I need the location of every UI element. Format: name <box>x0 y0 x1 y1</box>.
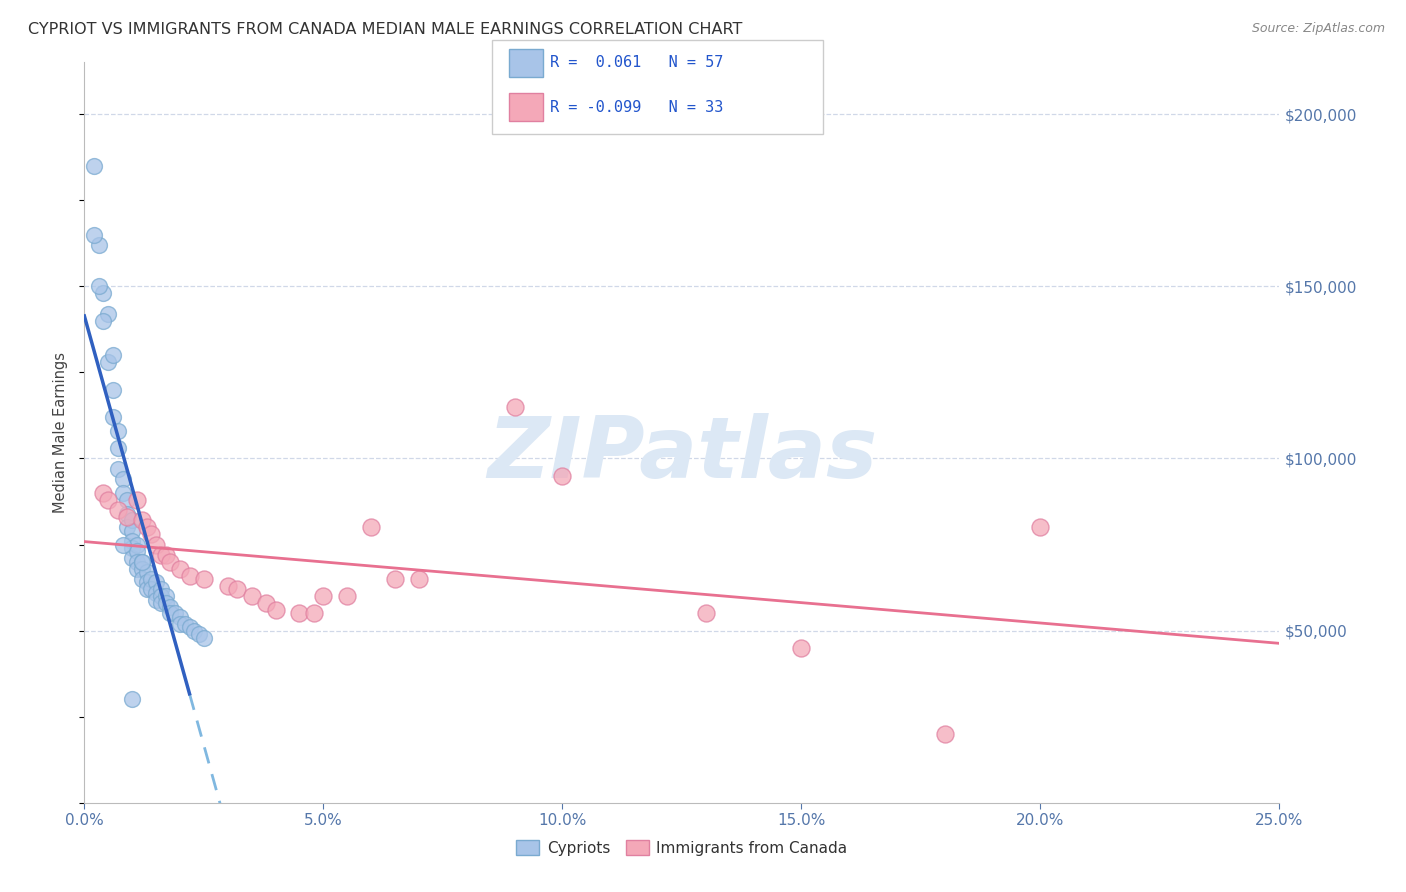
Point <box>107 441 129 455</box>
Point <box>107 503 129 517</box>
Point <box>360 520 382 534</box>
Y-axis label: Median Male Earnings: Median Male Earnings <box>53 352 69 513</box>
Point <box>93 486 115 500</box>
Point <box>312 589 335 603</box>
Point <box>141 582 163 597</box>
Point <box>503 400 526 414</box>
Point <box>111 537 134 551</box>
Point <box>169 561 191 575</box>
Point <box>131 561 153 575</box>
Point <box>87 279 110 293</box>
Text: R = -0.099   N = 33: R = -0.099 N = 33 <box>550 100 723 114</box>
Point <box>155 548 177 562</box>
Point <box>135 520 157 534</box>
Point <box>117 492 139 507</box>
Point <box>131 572 153 586</box>
Point <box>125 544 148 558</box>
Point <box>302 607 325 621</box>
Point <box>165 607 187 621</box>
Point <box>193 631 215 645</box>
Point <box>125 492 148 507</box>
Point <box>173 616 195 631</box>
Point <box>83 227 105 242</box>
Point <box>141 527 163 541</box>
Point <box>121 513 143 527</box>
Point <box>131 513 153 527</box>
Point <box>135 565 157 579</box>
Point <box>131 555 153 569</box>
Point <box>145 537 167 551</box>
Point <box>107 462 129 476</box>
Point <box>149 596 172 610</box>
Point <box>155 596 177 610</box>
Point <box>145 592 167 607</box>
Point <box>83 159 105 173</box>
Point <box>125 555 148 569</box>
Point <box>97 492 120 507</box>
Legend: Cypriots, Immigrants from Canada: Cypriots, Immigrants from Canada <box>510 834 853 862</box>
Point <box>226 582 249 597</box>
Point <box>121 551 143 566</box>
Point <box>125 561 148 575</box>
Point <box>121 692 143 706</box>
Point <box>121 524 143 538</box>
Point <box>145 575 167 590</box>
Point <box>135 582 157 597</box>
Point <box>93 314 115 328</box>
Point <box>131 555 153 569</box>
Point <box>141 572 163 586</box>
Point <box>121 541 143 555</box>
Point <box>97 355 120 369</box>
Point <box>408 572 430 586</box>
Text: R =  0.061   N = 57: R = 0.061 N = 57 <box>550 55 723 70</box>
Point <box>240 589 263 603</box>
Point <box>87 238 110 252</box>
Point <box>111 486 134 500</box>
Point <box>97 307 120 321</box>
Point <box>217 579 239 593</box>
Point <box>101 383 124 397</box>
Point <box>188 627 211 641</box>
Point <box>159 599 181 614</box>
Point <box>183 624 205 638</box>
Text: Source: ZipAtlas.com: Source: ZipAtlas.com <box>1251 22 1385 36</box>
Point <box>193 572 215 586</box>
Point <box>125 537 148 551</box>
Point <box>101 348 124 362</box>
Point <box>790 640 813 655</box>
Point <box>149 582 172 597</box>
Point <box>149 589 172 603</box>
Point <box>934 727 956 741</box>
Point <box>149 548 172 562</box>
Point <box>155 589 177 603</box>
Point <box>169 610 191 624</box>
Text: ZIPatlas: ZIPatlas <box>486 413 877 496</box>
Point <box>107 424 129 438</box>
Point <box>288 607 311 621</box>
Point <box>145 586 167 600</box>
Point <box>117 520 139 534</box>
Point <box>264 603 287 617</box>
Point <box>159 607 181 621</box>
Point <box>121 534 143 549</box>
Point <box>111 472 134 486</box>
Point <box>336 589 359 603</box>
Point <box>135 575 157 590</box>
Point <box>179 620 201 634</box>
Point <box>1029 520 1052 534</box>
Point <box>101 410 124 425</box>
Point <box>551 468 574 483</box>
Point <box>93 286 115 301</box>
Point <box>254 596 277 610</box>
Point <box>179 568 201 582</box>
Text: CYPRIOT VS IMMIGRANTS FROM CANADA MEDIAN MALE EARNINGS CORRELATION CHART: CYPRIOT VS IMMIGRANTS FROM CANADA MEDIAN… <box>28 22 742 37</box>
Point <box>117 507 139 521</box>
Point <box>117 510 139 524</box>
Point <box>384 572 406 586</box>
Point <box>169 616 191 631</box>
Point <box>695 607 717 621</box>
Point <box>159 555 181 569</box>
